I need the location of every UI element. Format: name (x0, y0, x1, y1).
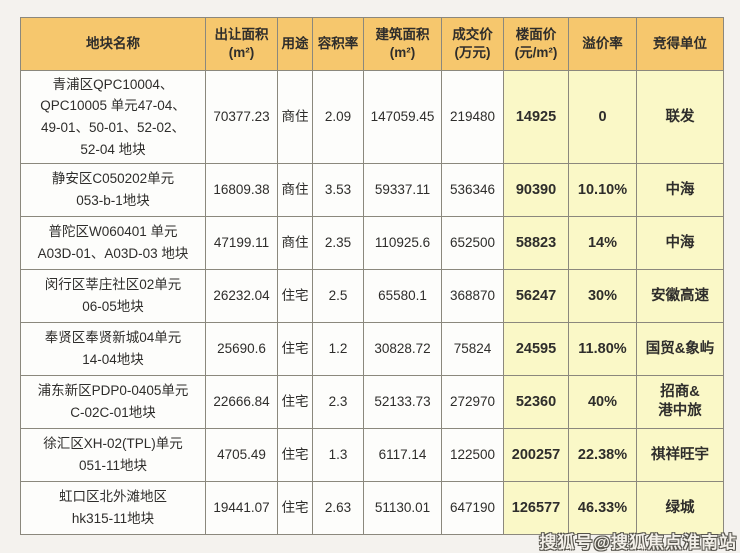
cell-premium-rate: 0 (568, 70, 637, 164)
cell-transfer-area: 16809.38 (205, 163, 278, 217)
cell-parcel-name: 徐汇区XH-02(TPL)单元 051-11地块 (20, 428, 206, 482)
col-header-deal-price: 成交价 (万元) (441, 17, 504, 71)
cell-deal-price: 652500 (441, 216, 504, 270)
cell-premium-rate: 11.80% (568, 322, 637, 376)
cell-premium-rate: 46.33% (568, 481, 637, 535)
col-header-winner: 竞得单位 (636, 17, 724, 71)
table-row: 静安区C050202单元 053-b-1地块 16809.38 商住 3.53 … (20, 163, 724, 217)
cell-building-area: 110925.6 (363, 216, 442, 270)
cell-use: 住宅 (277, 428, 313, 482)
cell-winner: 绿城 (636, 481, 724, 535)
cell-use: 商住 (277, 216, 313, 270)
col-header-transfer-area: 出让面积 (m²) (205, 17, 278, 71)
cell-floor-price: 200257 (503, 428, 569, 482)
cell-floor-price: 90390 (503, 163, 569, 217)
cell-winner: 安徽高速 (636, 269, 724, 323)
cell-plot-ratio: 2.35 (312, 216, 364, 270)
cell-parcel-name: 奉贤区奉贤新城04单元 14-04地块 (20, 322, 206, 376)
cell-parcel-name: 普陀区W060401 单元 A03D-01、A03D-03 地块 (20, 216, 206, 270)
cell-parcel-name: 浦东新区PDP0-0405单元 C-02C-01地块 (20, 375, 206, 429)
cell-plot-ratio: 1.3 (312, 428, 364, 482)
cell-use: 住宅 (277, 322, 313, 376)
col-header-building-area: 建筑面积 (m²) (363, 17, 442, 71)
cell-transfer-area: 22666.84 (205, 375, 278, 429)
cell-winner: 国贸&象屿 (636, 322, 724, 376)
cell-deal-price: 536346 (441, 163, 504, 217)
table-row: 闵行区莘庄社区02单元 06-05地块 26232.04 住宅 2.5 6558… (20, 269, 724, 323)
cell-deal-price: 219480 (441, 70, 504, 164)
cell-transfer-area: 47199.11 (205, 216, 278, 270)
cell-winner: 祺祥旺宇 (636, 428, 724, 482)
table-row: 虹口区北外滩地区 hk315-11地块 19441.07 住宅 2.63 511… (20, 481, 724, 535)
cell-plot-ratio: 2.63 (312, 481, 364, 535)
cell-plot-ratio: 2.5 (312, 269, 364, 323)
cell-building-area: 30828.72 (363, 322, 442, 376)
cell-floor-price: 126577 (503, 481, 569, 535)
cell-floor-price: 52360 (503, 375, 569, 429)
cell-deal-price: 647190 (441, 481, 504, 535)
cell-plot-ratio: 1.2 (312, 322, 364, 376)
cell-use: 商住 (277, 163, 313, 217)
cell-transfer-area: 70377.23 (205, 70, 278, 164)
cell-premium-rate: 14% (568, 216, 637, 270)
cell-deal-price: 272970 (441, 375, 504, 429)
cell-winner: 中海 (636, 216, 724, 270)
cell-premium-rate: 40% (568, 375, 637, 429)
table-row: 青浦区QPC10004、 QPC10005 单元47-04、 49-01、50-… (20, 70, 724, 164)
cell-building-area: 59337.11 (363, 163, 442, 217)
cell-transfer-area: 26232.04 (205, 269, 278, 323)
cell-parcel-name: 静安区C050202单元 053-b-1地块 (20, 163, 206, 217)
cell-winner: 中海 (636, 163, 724, 217)
land-auction-table: 地块名称 出让面积 (m²) 用途 容积率 建筑面积 (m²) 成交价 (万元)… (20, 17, 724, 535)
cell-winner: 联发 (636, 70, 724, 164)
cell-building-area: 51130.01 (363, 481, 442, 535)
cell-floor-price: 58823 (503, 216, 569, 270)
cell-parcel-name: 虹口区北外滩地区 hk315-11地块 (20, 481, 206, 535)
col-header-floor-price: 楼面价 (元/m²) (503, 17, 569, 71)
cell-transfer-area: 19441.07 (205, 481, 278, 535)
table-row: 徐汇区XH-02(TPL)单元 051-11地块 4705.49 住宅 1.3 … (20, 428, 724, 482)
cell-premium-rate: 30% (568, 269, 637, 323)
watermark: 搜狐号@搜狐焦点淮南站 (539, 533, 737, 552)
col-header-use: 用途 (277, 17, 313, 71)
cell-floor-price: 56247 (503, 269, 569, 323)
cell-building-area: 65580.1 (363, 269, 442, 323)
cell-transfer-area: 4705.49 (205, 428, 278, 482)
cell-use: 住宅 (277, 375, 313, 429)
cell-deal-price: 368870 (441, 269, 504, 323)
col-header-plot-ratio: 容积率 (312, 17, 364, 71)
cell-plot-ratio: 2.09 (312, 70, 364, 164)
cell-premium-rate: 22.38% (568, 428, 637, 482)
table-row: 普陀区W060401 单元 A03D-01、A03D-03 地块 47199.1… (20, 216, 724, 270)
cell-parcel-name: 闵行区莘庄社区02单元 06-05地块 (20, 269, 206, 323)
cell-deal-price: 75824 (441, 322, 504, 376)
cell-parcel-name: 青浦区QPC10004、 QPC10005 单元47-04、 49-01、50-… (20, 70, 206, 164)
cell-building-area: 6117.14 (363, 428, 442, 482)
table-row: 奉贤区奉贤新城04单元 14-04地块 25690.6 住宅 1.2 30828… (20, 322, 724, 376)
table-row: 浦东新区PDP0-0405单元 C-02C-01地块 22666.84 住宅 2… (20, 375, 724, 429)
cell-deal-price: 122500 (441, 428, 504, 482)
cell-floor-price: 14925 (503, 70, 569, 164)
cell-use: 商住 (277, 70, 313, 164)
cell-building-area: 147059.45 (363, 70, 442, 164)
cell-floor-price: 24595 (503, 322, 569, 376)
col-header-premium-rate: 溢价率 (568, 17, 637, 71)
cell-winner: 招商& 港中旅 (636, 375, 724, 429)
col-header-parcel-name: 地块名称 (20, 17, 206, 71)
header-row: 地块名称 出让面积 (m²) 用途 容积率 建筑面积 (m²) 成交价 (万元)… (20, 17, 724, 71)
cell-plot-ratio: 3.53 (312, 163, 364, 217)
cell-plot-ratio: 2.3 (312, 375, 364, 429)
cell-premium-rate: 10.10% (568, 163, 637, 217)
cell-use: 住宅 (277, 269, 313, 323)
cell-transfer-area: 25690.6 (205, 322, 278, 376)
cell-use: 住宅 (277, 481, 313, 535)
cell-building-area: 52133.73 (363, 375, 442, 429)
